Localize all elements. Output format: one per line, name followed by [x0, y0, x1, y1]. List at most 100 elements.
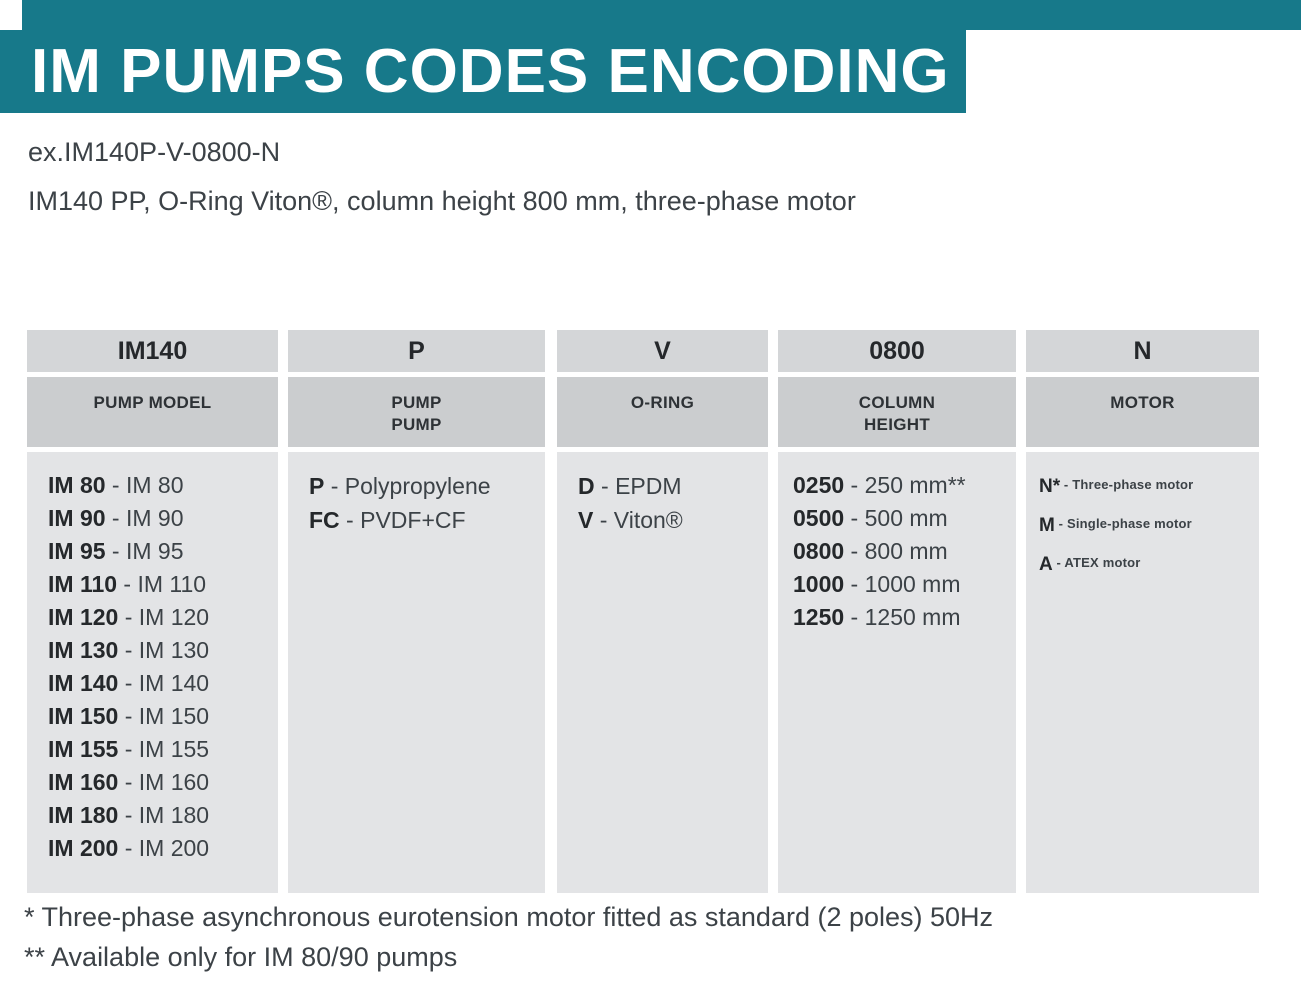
item-description: - Three-phase motor — [1060, 477, 1194, 492]
list-item: FC - PVDF+CF — [309, 503, 539, 537]
item-code: IM 140 — [48, 670, 119, 696]
list-item: M - Single-phase motor — [1039, 506, 1253, 545]
item-description: - IM 150 — [118, 703, 210, 729]
column-code-cell: P — [288, 330, 545, 372]
item-description: - IM 200 — [118, 835, 210, 861]
item-code: IM 110 — [48, 571, 118, 597]
item-description: - Polypropylene — [324, 473, 491, 499]
column-label-cell: PUMP PUMP — [288, 377, 545, 447]
column-code-cell: IM140 — [27, 330, 278, 372]
column-label-cell: PUMP MODEL — [27, 377, 278, 447]
column-label-line2: PUMP — [391, 415, 442, 434]
list-item: IM 90 - IM 90 — [48, 502, 272, 535]
column-label-line1: O-RING — [630, 393, 695, 412]
column-code-cell: N — [1026, 330, 1259, 372]
list-item: IM 120 - IM 120 — [48, 601, 272, 634]
list-item: IM 130 - IM 130 — [48, 634, 272, 667]
column-label-line1: COLUMN — [858, 393, 936, 412]
example-description: IM140 PP, O-Ring Viton®, column height 8… — [28, 186, 856, 216]
list-item: IM 200 - IM 200 — [48, 832, 272, 865]
item-description: - IM 180 — [118, 802, 210, 828]
column-label-cell: COLUMN HEIGHT — [778, 377, 1016, 447]
item-code: 0250 — [793, 472, 845, 498]
list-item: 1000 - 1000 mm — [793, 568, 1010, 601]
column-label-cell: MOTOR — [1026, 377, 1259, 447]
item-description: - IM 95 — [105, 538, 184, 564]
list-item: 0500 - 500 mm — [793, 502, 1010, 535]
column-o-ring: V O-RING D - EPDM V - Viton® — [557, 330, 768, 893]
item-code: IM 95 — [48, 538, 106, 564]
item-description: - IM 140 — [118, 670, 210, 696]
item-code: M — [1039, 515, 1055, 536]
top-accent-bar — [22, 0, 1301, 30]
item-description: - 1250 mm — [844, 604, 961, 630]
list-item: D - EPDM — [578, 469, 762, 503]
footnote-three-phase: * Three-phase asynchronous eurotension m… — [24, 902, 994, 932]
list-item: 1250 - 1250 mm — [793, 601, 1010, 634]
list-item: IM 95 - IM 95 — [48, 535, 272, 568]
item-description: - IM 110 — [117, 571, 207, 597]
list-item: IM 140 - IM 140 — [48, 667, 272, 700]
item-description: - ATEX motor — [1052, 555, 1141, 570]
item-code: D — [578, 473, 595, 499]
item-description: - IM 80 — [105, 472, 184, 498]
item-code: IM 130 — [48, 637, 119, 663]
item-code: 0800 — [793, 538, 845, 564]
column-label-cell: O-RING — [557, 377, 768, 447]
item-description: - IM 130 — [118, 637, 210, 663]
code-list: IM 80 - IM 80 IM 90 - IM 90 IM 95 - IM 9… — [27, 452, 278, 893]
item-description: - 800 mm — [844, 538, 948, 564]
column-column-height: 0800 COLUMN HEIGHT 0250 - 250 mm** 0500 … — [778, 330, 1016, 893]
item-code: V — [578, 507, 594, 533]
item-code: IM 90 — [48, 505, 106, 531]
item-description: - IM 90 — [105, 505, 184, 531]
column-pump-model: IM140 PUMP MODEL IM 80 - IM 80 IM 90 - I… — [27, 330, 278, 893]
list-item: IM 180 - IM 180 — [48, 799, 272, 832]
code-list: 0250 - 250 mm** 0500 - 500 mm 0800 - 800… — [778, 452, 1016, 893]
item-code: FC — [309, 507, 340, 533]
item-code: IM 200 — [48, 835, 119, 861]
item-code: IM 155 — [48, 736, 119, 762]
list-item: N* - Three-phase motor — [1039, 467, 1253, 506]
list-item: 0800 - 800 mm — [793, 535, 1010, 568]
code-list: N* - Three-phase motor M - Single-phase … — [1026, 452, 1259, 893]
item-description: - Single-phase motor — [1054, 516, 1192, 531]
column-label-line1: PUMP — [391, 393, 442, 412]
item-code: IM 180 — [48, 802, 119, 828]
item-code: 1250 — [793, 604, 845, 630]
title-banner: IM PUMPS CODES ENCODING — [0, 30, 966, 113]
list-item: IM 150 - IM 150 — [48, 700, 272, 733]
list-item: IM 160 - IM 160 — [48, 766, 272, 799]
item-description: - Viton® — [593, 507, 683, 533]
list-item: A - ATEX motor — [1039, 545, 1253, 584]
column-label-line2: HEIGHT — [863, 415, 931, 434]
page-title: IM PUMPS CODES ENCODING — [31, 37, 950, 106]
code-list: P - Polypropylene FC - PVDF+CF — [288, 452, 545, 893]
code-list: D - EPDM V - Viton® — [557, 452, 768, 893]
example-code: ex.IM140P-V-0800-N — [28, 137, 281, 167]
item-code: IM 150 — [48, 703, 119, 729]
column-motor: N MOTOR N* - Three-phase motor M - Singl… — [1026, 330, 1259, 893]
item-description: - EPDM — [594, 473, 682, 499]
item-code: A — [1039, 554, 1053, 575]
item-code: IM 80 — [48, 472, 106, 498]
item-code: 0500 — [793, 505, 845, 531]
item-description: - IM 160 — [118, 769, 210, 795]
footnote-availability: ** Available only for IM 80/90 pumps — [24, 942, 458, 972]
item-code: N* — [1039, 476, 1061, 497]
list-item: IM 155 - IM 155 — [48, 733, 272, 766]
column-pump-material: P PUMP PUMP P - Polypropylene FC - PVDF+… — [288, 330, 545, 893]
item-code: P — [309, 473, 325, 499]
column-code-cell: V — [557, 330, 768, 372]
list-item: V - Viton® — [578, 503, 762, 537]
column-code-cell: 0800 — [778, 330, 1016, 372]
item-code: IM 160 — [48, 769, 119, 795]
item-description: - IM 120 — [118, 604, 210, 630]
item-description: - IM 155 — [118, 736, 210, 762]
item-description: - 500 mm — [844, 505, 948, 531]
item-description: - PVDF+CF — [339, 507, 466, 533]
list-item: P - Polypropylene — [309, 469, 539, 503]
list-item: 0250 - 250 mm** — [793, 469, 1010, 502]
item-code: 1000 — [793, 571, 845, 597]
